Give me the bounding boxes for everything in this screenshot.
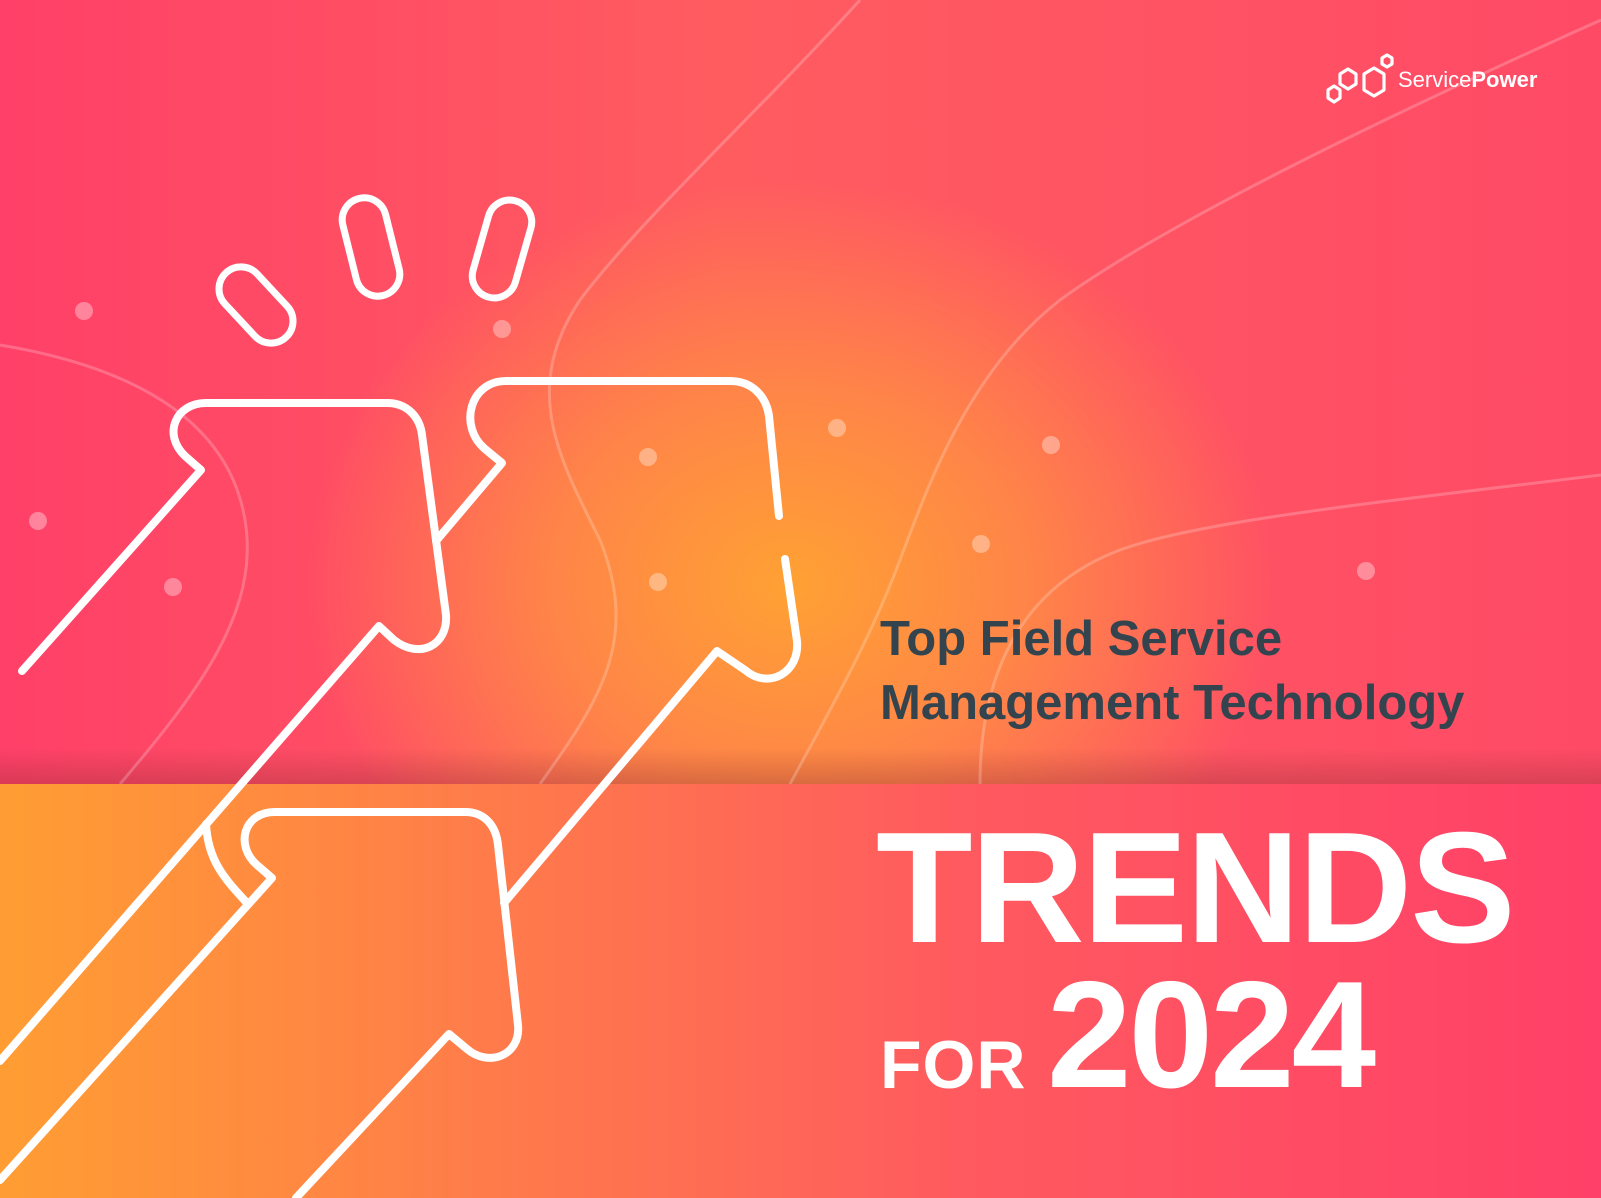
bottom-background-band — [0, 784, 1601, 1198]
spark-dash-icon — [338, 194, 404, 300]
cover-title-trends: TRENDS — [876, 800, 1516, 976]
logo-wordmark: ServicePower — [1398, 67, 1537, 93]
decorative-dot-icon — [164, 578, 182, 596]
subtitle-line-2: Management Technology — [880, 676, 1465, 730]
logo-hexagon-icon — [1326, 53, 1394, 104]
decorative-dot-icon — [649, 573, 667, 591]
spark-dash-icon — [468, 196, 536, 302]
logo-wordmark-bold: Power — [1471, 67, 1538, 92]
decorative-dot-icon — [1357, 562, 1375, 580]
decorative-dot-icon — [828, 419, 846, 437]
arrow-connector — [202, 820, 251, 907]
background-curves — [0, 0, 1601, 784]
decorative-dot-icon — [639, 448, 657, 466]
spark-dashes — [215, 194, 536, 347]
arrow-icon — [0, 808, 523, 1198]
arrow-icon — [432, 377, 802, 907]
cover-subtitle: Top Field Service Management Technology — [880, 607, 1580, 735]
cover-title-for: FOR — [880, 1027, 1027, 1103]
decorative-dot-icon — [493, 320, 511, 338]
decorative-dots — [29, 302, 1375, 596]
top-background-band — [0, 0, 1601, 784]
arrows — [0, 377, 802, 1198]
arrow-icon — [0, 399, 451, 1065]
decorative-dot-icon — [29, 512, 47, 530]
spark-dash-icon — [215, 263, 297, 347]
decorative-dot-icon — [1042, 436, 1060, 454]
decorative-dot-icon — [75, 302, 93, 320]
logo-wordmark-regular: Service — [1398, 67, 1472, 92]
subtitle-line-1: Top Field Service — [880, 612, 1283, 666]
decorative-dot-icon — [972, 535, 990, 553]
cover-title-year: 2024 — [1047, 950, 1376, 1120]
servicepower-logo: ServicePower — [1316, 50, 1537, 110]
